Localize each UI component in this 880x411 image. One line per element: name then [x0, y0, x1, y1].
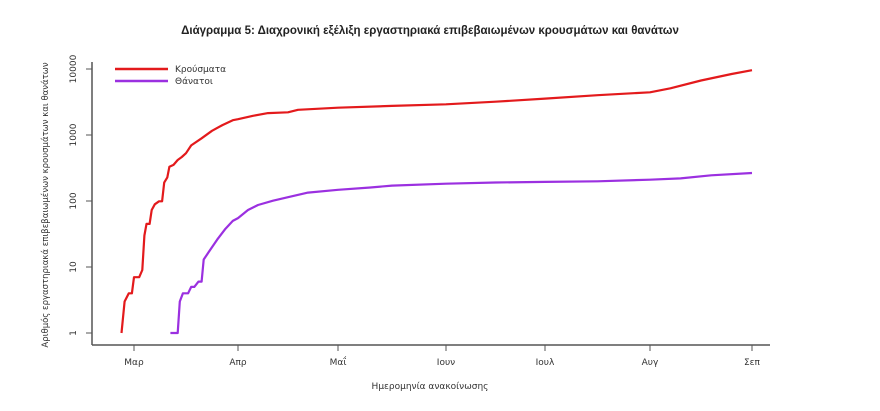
chart-title: Διάγραμμα 5: Διαχρονική εξέλιξη εργαστηρ…	[181, 25, 679, 37]
y-tick-label: 1000	[69, 123, 79, 146]
x-tick-label: Ιουν	[437, 358, 455, 368]
y-tick-label: 1	[69, 330, 79, 336]
deaths-line	[170, 171, 753, 335]
legend: Κρούσματα Θάνατοι	[115, 64, 226, 87]
cases-line	[120, 69, 753, 334]
legend-label-cases: Κρούσματα	[175, 64, 226, 75]
x-axis-ticks: Μαρ Απρ Μαΐ Ιουν Ιουλ Αυγ Σεπ	[124, 345, 761, 368]
y-tick-label: 10000	[69, 54, 79, 83]
x-tick-label: Απρ	[229, 358, 247, 368]
y-axis-label: Αριθμός εργαστηριακά επιβεβαιωμένων κρου…	[40, 62, 51, 347]
series-layer	[120, 69, 753, 335]
x-tick-label: Σεπ	[744, 358, 761, 368]
x-tick-label: Αυγ	[642, 358, 659, 368]
plot-area: 1 10 100 1000 10000 Μαρ Απρ Μαΐ Ιουν Ιουλ Αυγ Σεπ	[69, 54, 770, 368]
x-tick-label: Ιουλ	[536, 358, 555, 368]
x-tick-label: Μαΐ	[330, 356, 347, 368]
y-axis-ticks: 1 10 100 1000 10000	[69, 54, 92, 336]
y-tick-label: 100	[69, 192, 79, 209]
y-tick-label: 10	[69, 261, 79, 273]
x-axis-label: Ημερομηνία ανακοίνωσης	[372, 382, 489, 392]
x-tick-label: Μαρ	[124, 358, 144, 368]
legend-label-deaths: Θάνατοι	[175, 77, 213, 87]
